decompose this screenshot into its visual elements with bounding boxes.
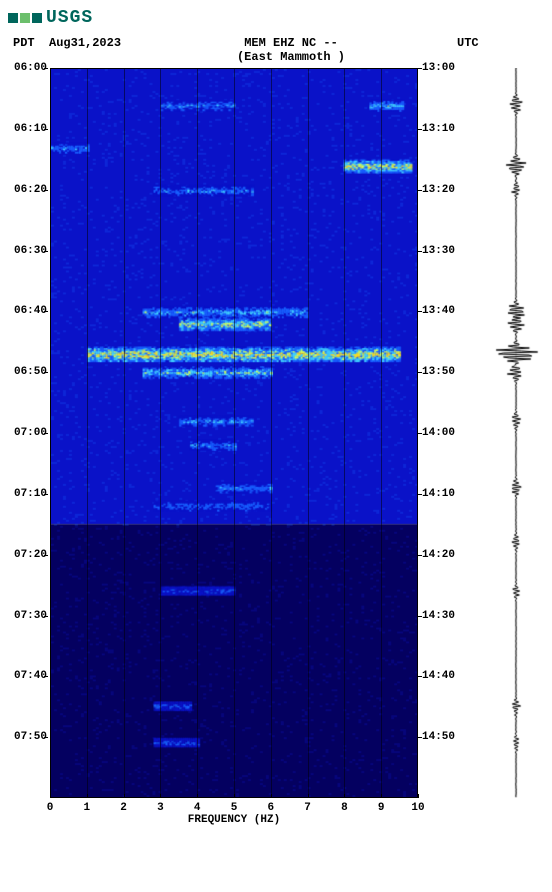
logo-mark	[8, 13, 42, 23]
left-ytick: 07:50	[14, 731, 47, 743]
header-date: Aug31,2023	[49, 36, 121, 50]
logo-sq-2	[20, 13, 30, 23]
x-tick: 4	[194, 802, 201, 814]
seismogram-trace	[487, 68, 545, 798]
left-ytick: 06:30	[14, 245, 47, 257]
right-ytick: 14:10	[422, 488, 455, 500]
x-tick: 7	[304, 802, 311, 814]
right-ytick: 13:00	[422, 62, 455, 74]
left-ytick: 07:20	[14, 549, 47, 561]
right-ytick: 14:30	[422, 610, 455, 622]
header-center: MEM EHZ NC -- (East Mammoth )	[155, 36, 427, 64]
chart-header: PDT Aug31,2023 MEM EHZ NC -- (East Mammo…	[5, 36, 547, 64]
y-axis-right: 13:0013:1013:2013:3013:4013:5014:0014:10…	[418, 68, 468, 798]
right-ytick: 13:50	[422, 366, 455, 378]
y-axis-left: 06:0006:1006:2006:3006:4006:5007:0007:10…	[5, 68, 50, 798]
logo-sq-1	[8, 13, 18, 23]
usgs-logo: USGS	[8, 8, 547, 28]
left-ytick: 07:10	[14, 488, 47, 500]
right-ytick: 14:40	[422, 670, 455, 682]
logo-text: USGS	[46, 8, 93, 28]
left-ytick: 06:20	[14, 184, 47, 196]
right-ytick: 14:00	[422, 427, 455, 439]
plot-area: 06:0006:1006:2006:3006:4006:5007:0007:10…	[5, 68, 547, 828]
right-ytick: 13:30	[422, 245, 455, 257]
logo-sq-3	[32, 13, 42, 23]
station-line1: MEM EHZ NC --	[155, 36, 427, 50]
right-tz: UTC	[457, 36, 479, 50]
left-ytick: 07:40	[14, 670, 47, 682]
x-tick: 8	[341, 802, 348, 814]
x-tick: 10	[411, 802, 424, 814]
right-ytick: 14:20	[422, 549, 455, 561]
left-ytick: 07:00	[14, 427, 47, 439]
x-tick: 1	[83, 802, 90, 814]
left-ytick: 07:30	[14, 610, 47, 622]
x-tick: 9	[378, 802, 385, 814]
station-line2: (East Mammoth )	[155, 50, 427, 64]
x-tick: 0	[47, 802, 54, 814]
left-ytick: 06:50	[14, 366, 47, 378]
x-tick: 2	[120, 802, 127, 814]
left-tz: PDT	[13, 36, 35, 50]
x-tick: 6	[267, 802, 274, 814]
right-ytick: 13:20	[422, 184, 455, 196]
right-ytick: 13:40	[422, 305, 455, 317]
x-axis: FREQUENCY (HZ) 012345678910	[50, 798, 418, 828]
right-ytick: 13:10	[422, 123, 455, 135]
left-ytick: 06:00	[14, 62, 47, 74]
x-tick: 5	[231, 802, 238, 814]
left-ytick: 06:10	[14, 123, 47, 135]
left-ytick: 06:40	[14, 305, 47, 317]
right-ytick: 14:50	[422, 731, 455, 743]
x-axis-label: FREQUENCY (HZ)	[50, 814, 418, 826]
header-right: UTC	[427, 36, 547, 64]
header-left: PDT Aug31,2023	[5, 36, 155, 64]
spectrogram	[50, 68, 418, 798]
x-tick: 3	[157, 802, 164, 814]
